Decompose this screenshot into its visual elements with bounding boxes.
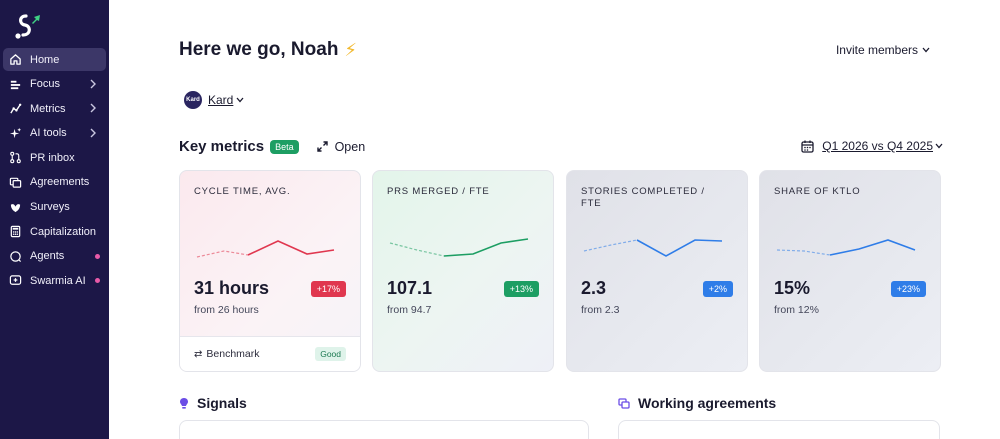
sparkline (389, 238, 529, 257)
metric-card-cycle-time[interactable]: CYCLE TIME, AVG. 31 hours +17% from 26 h… (179, 170, 361, 372)
chevron-down-icon (922, 47, 930, 53)
org-name: Kard (208, 93, 234, 107)
sidebar-item-label: Metrics (30, 102, 66, 115)
sidebar-item-label: Surveys (30, 201, 70, 214)
sidebar-item-metrics[interactable]: Metrics (3, 97, 106, 120)
signals-title: Signals (197, 395, 247, 411)
sparkle-icon (9, 127, 22, 140)
benchmark-row[interactable]: ⇄ Benchmark Good (180, 336, 360, 371)
sidebar-item-agents[interactable]: Agents (3, 245, 106, 268)
working-agreements-panel (618, 420, 940, 439)
metric-title: SHARE OF KTLO (774, 186, 861, 197)
chevron-right-icon (90, 128, 96, 138)
sidebar-item-label: PR inbox (30, 151, 75, 164)
metric-value: 15% (774, 278, 811, 298)
pull-request-icon (9, 151, 22, 164)
working-agreements-section-title: Working agreements (618, 395, 776, 411)
delta-badge: +23% (890, 281, 926, 297)
delta-badge: +13% (503, 281, 539, 297)
sparkline (583, 239, 723, 257)
sidebar-item-pr-inbox[interactable]: PR inbox (3, 146, 106, 169)
sidebar-item-label: Swarmia AI (30, 274, 86, 287)
metric-value: 31 hours (194, 278, 270, 298)
working-agreements-title: Working agreements (638, 395, 777, 411)
greeting-text: Here we go, Noah (179, 39, 339, 60)
beta-badge: Beta (270, 139, 299, 154)
page-title: Here we go, Noah ⚡ (179, 39, 357, 61)
delta-badge: +2% (702, 281, 733, 297)
calendar-icon (801, 140, 814, 153)
calculator-icon (9, 225, 22, 238)
key-metrics-header: Key metrics Beta Open (179, 138, 365, 155)
sidebar-item-label: Agreements (30, 176, 90, 189)
notification-dot (95, 278, 100, 284)
agreements-icon (618, 397, 630, 409)
org-selector[interactable]: Kard Kard (184, 91, 244, 109)
home-icon (9, 53, 22, 66)
sidebar-nav: Home Focus Metrics AI tools PR inbox Agr… (3, 48, 106, 294)
metric-previous: from 12% (774, 304, 819, 316)
metric-card-prs-merged[interactable]: PRS MERGED / FTE 107.1 +13% from 94.7 (372, 170, 554, 372)
signals-panel (179, 420, 589, 439)
expand-icon (316, 141, 328, 152)
sidebar-item-surveys[interactable]: Surveys (3, 196, 106, 219)
period-selector[interactable]: Q1 2026 vs Q4 2025 (801, 139, 943, 153)
open-key-metrics-button[interactable]: Open (316, 139, 366, 154)
signals-section-title: Signals (179, 395, 247, 411)
compare-arrows-icon: ⇄ (194, 348, 203, 360)
sidebar-item-ai-tools[interactable]: AI tools (3, 122, 106, 145)
sparkline (776, 239, 916, 256)
benchmark-label: Benchmark (206, 348, 260, 360)
metric-card-share-of-ktlo[interactable]: SHARE OF KTLO 15% +23% from 12% (759, 170, 941, 372)
focus-icon (9, 78, 22, 91)
sidebar-item-label: Capitalization (30, 225, 97, 238)
delta-badge: +17% (310, 281, 346, 297)
metric-previous: from 26 hours (194, 304, 259, 316)
sidebar-item-agreements[interactable]: Agreements (3, 171, 106, 194)
metric-title: PRS MERGED / FTE (387, 186, 490, 197)
period-label: Q1 2026 vs Q4 2025 (822, 139, 933, 153)
metrics-icon (9, 102, 22, 115)
org-avatar: Kard (184, 91, 202, 109)
metric-title: CYCLE TIME, AVG. (194, 186, 291, 197)
chevron-down-icon (236, 97, 244, 103)
metric-previous: from 94.7 (387, 304, 432, 316)
agreements-icon (9, 176, 22, 189)
metric-title: STORIES COMPLETED / FTE (581, 186, 705, 209)
sidebar-item-label: Home (30, 53, 60, 66)
sidebar-item-label: Agents (30, 250, 65, 263)
metric-card-stories-completed[interactable]: STORIES COMPLETED / FTE 2.3 +2% from 2.3 (566, 170, 748, 372)
benchmark-badge: Good (315, 347, 346, 361)
sidebar-item-home[interactable]: Home (3, 48, 106, 71)
invite-members-button[interactable]: Invite members (836, 43, 930, 57)
swarmia-ai-icon (9, 274, 22, 287)
sidebar: Home Focus Metrics AI tools PR inbox Agr… (0, 0, 109, 439)
chevron-right-icon (90, 79, 96, 89)
metric-previous: from 2.3 (581, 304, 620, 316)
metric-value: 2.3 (581, 278, 607, 298)
sidebar-item-label: AI tools (30, 127, 67, 140)
key-metrics-title: Key metrics (179, 138, 265, 155)
notification-dot (95, 253, 100, 259)
invite-members-label: Invite members (835, 43, 918, 57)
lightning-icon: ⚡ (344, 39, 358, 60)
main-content: Here we go, Noah ⚡ Invite members Kard K… (109, 0, 1000, 439)
sidebar-item-capitalization[interactable]: Capitalization (3, 220, 106, 243)
swarmia-logo-icon[interactable] (10, 12, 42, 40)
open-label: Open (334, 139, 366, 154)
surveys-icon (9, 201, 22, 214)
chevron-down-icon (935, 143, 943, 149)
sidebar-item-focus[interactable]: Focus (3, 73, 106, 96)
sidebar-item-label: Focus (30, 78, 60, 91)
metric-value: 107.1 (387, 278, 433, 298)
sparkline (196, 240, 335, 258)
sidebar-item-swarmia-ai[interactable]: Swarmia AI (3, 269, 106, 292)
chevron-right-icon (90, 103, 96, 113)
lightbulb-icon (180, 397, 188, 409)
agents-icon (9, 250, 22, 263)
